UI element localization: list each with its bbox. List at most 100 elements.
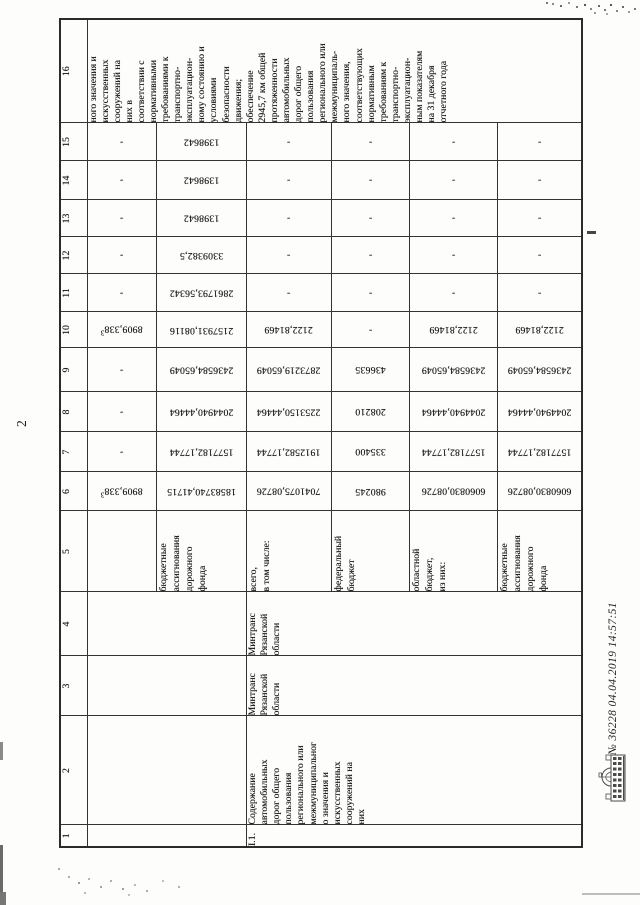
value-cell: 2436584,65049: [497, 348, 582, 392]
column-number-header: 1: [60, 825, 87, 847]
column-number-header: 4: [60, 592, 87, 656]
value-cell: 18583740,41715: [156, 472, 246, 511]
column-number-header: 9: [60, 348, 87, 392]
value-cell: 980245: [331, 472, 409, 511]
column-number-header: 8: [60, 392, 87, 432]
value-cell: -: [331, 161, 409, 200]
empty-cell: [87, 511, 156, 592]
page-number: 2: [14, 420, 29, 427]
item-number-cell: I.1.: [246, 825, 582, 847]
footnote-marker: 3: [100, 328, 105, 337]
value-cell: -: [409, 161, 497, 200]
column-number-header: 10: [60, 312, 87, 348]
value-cell: -: [409, 123, 497, 161]
value-cell: -: [497, 161, 582, 200]
value-cell: 3309382,5: [156, 237, 246, 274]
scan-mark: [587, 231, 596, 234]
funding-source-cell: областной бюджет, из них:: [409, 511, 497, 592]
header-row: 1 2 3 4 5 6 7 8 9 10 11 12 13 14 15 16: [60, 19, 87, 847]
value-cell: -: [497, 237, 582, 274]
executor-cell: Минтранс Рязанской области: [246, 656, 582, 716]
value-cell: 208210: [331, 392, 409, 432]
value-cell: 2873219,65049: [246, 348, 331, 392]
value-cell: -: [87, 392, 156, 432]
value-cell: 1577182,17744: [156, 432, 246, 472]
value-cell: 1398642: [156, 161, 246, 200]
empty-cell: [87, 716, 246, 825]
value-cell: -: [87, 200, 156, 237]
value-cell: -: [331, 200, 409, 237]
value-cell: -: [497, 200, 582, 237]
value-cell: 1577182,17744: [497, 432, 582, 472]
column-number-header: 7: [60, 432, 87, 472]
value-cell: 7041075,08726: [246, 472, 331, 511]
funding-source-cell: бюджетные ассигнования дорожного фонда: [497, 511, 582, 592]
value-cell: -: [409, 237, 497, 274]
value-cell: 2044940,44464: [156, 392, 246, 432]
value-cell: -: [497, 274, 582, 312]
value-cell: 8909,3383: [87, 472, 156, 511]
column-number-header: 2: [60, 716, 87, 825]
value-cell: -: [246, 237, 331, 274]
value-cell: 6060830,08726: [409, 472, 497, 511]
value-cell: -: [331, 312, 409, 348]
scan-edge-artifact: [0, 845, 3, 903]
empty-cell: [87, 825, 246, 847]
empty-cell: [87, 656, 246, 716]
value-cell: 2122,81469: [246, 312, 331, 348]
value-cell: -: [409, 274, 497, 312]
scan-edge-artifact: [0, 892, 6, 905]
value-cell: -: [409, 200, 497, 237]
column-number-header: 11: [60, 274, 87, 312]
column-number-header: 16: [60, 19, 87, 123]
value-cell: 335400: [331, 432, 409, 472]
registration-stamp-text: № 36228 04.04.2019 14:57:51: [607, 602, 619, 755]
column-number-header: 14: [60, 161, 87, 200]
column-number-header: 15: [60, 123, 87, 161]
value-cell: -: [331, 123, 409, 161]
value-cell: -: [331, 274, 409, 312]
value-cell: 2436584,65049: [156, 348, 246, 392]
participant-cell: Минтранс Рязанской области: [246, 592, 582, 656]
value-cell: 2122,81469: [497, 312, 582, 348]
funding-source-cell: бюджетные ассигнования дорожного фонда: [156, 511, 246, 592]
value-cell: -: [87, 348, 156, 392]
value-cell: -: [87, 237, 156, 274]
table-row: I.1. Содержание автомобильных дорог обще…: [246, 19, 582, 847]
funding-source-cell: всего, в том числе:: [246, 511, 331, 592]
value-cell: 6060830,08726: [497, 472, 582, 511]
value-cell: 8909,3383: [87, 312, 156, 348]
value-cell: 2861793,56342: [156, 274, 246, 312]
value-cell: 2122,81469: [409, 312, 497, 348]
column-number-header: 12: [60, 237, 87, 274]
column-number-header: 13: [60, 200, 87, 237]
table-row: 8909,3383 - - - 8909,3383 - - - - - ного…: [87, 19, 582, 847]
value-cell: -: [331, 237, 409, 274]
column-number-header: 5: [60, 511, 87, 592]
footnote-marker: 3: [100, 490, 105, 499]
scan-noise: [58, 868, 60, 870]
value-cell: -: [87, 432, 156, 472]
program-financing-table: 1 2 3 4 5 6 7 8 9 10 11 12 13 14 15 16: [59, 18, 583, 848]
value-cell: -: [87, 161, 156, 200]
expected-result-cell: ного значения и искусственных сооружений…: [87, 19, 582, 123]
value-cell: -: [246, 200, 331, 237]
value-cell: 1398642: [156, 123, 246, 161]
building-emblem-icon: [598, 752, 634, 802]
value-cell: -: [246, 161, 331, 200]
value-cell: -: [497, 123, 582, 161]
value-cell: -: [246, 123, 331, 161]
value-cell: 1912582,17744: [246, 432, 331, 472]
value-cell: 2253150,44464: [246, 392, 331, 432]
funding-source-cell: федеральный бюджет: [331, 511, 409, 592]
value-cell: 2157931,08116: [156, 312, 246, 348]
value-cell: -: [87, 123, 156, 161]
value-cell: 2044940,44464: [409, 392, 497, 432]
value-cell: 1398642: [156, 200, 246, 237]
column-number-header: 6: [60, 472, 87, 511]
column-number-header: 3: [60, 656, 87, 716]
value-cell: -: [87, 274, 156, 312]
item-name-cell: Содержание автомобильных дорог общего по…: [246, 716, 582, 825]
